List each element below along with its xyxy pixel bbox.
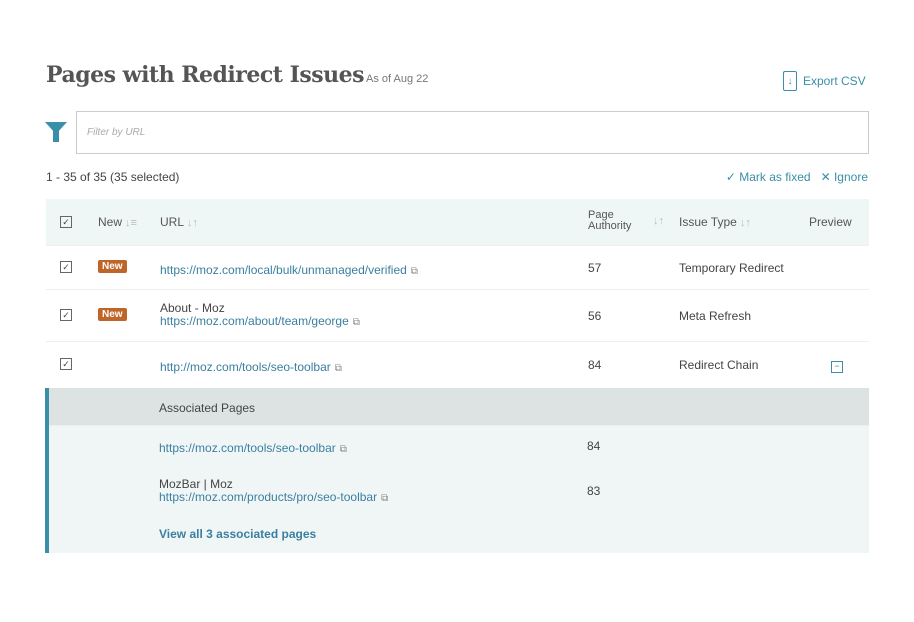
external-link-icon[interactable]: ⧉ xyxy=(334,363,342,374)
page-authority: 83 xyxy=(587,484,601,498)
column-page-authority[interactable]: Page Authority xyxy=(588,209,632,232)
page-authority: 57 xyxy=(588,261,602,275)
page-title: Pages with Redirect Issues xyxy=(46,62,365,88)
page-authority: 84 xyxy=(588,358,602,372)
column-preview: Preview xyxy=(809,215,852,229)
page-title-text: MozBar | Moz xyxy=(159,477,233,491)
column-issue-type[interactable]: Issue Type ↓↑ xyxy=(679,215,751,229)
filter-funnel-icon-stem xyxy=(53,131,59,142)
external-link-icon[interactable]: ⧉ xyxy=(410,266,418,277)
ignore-button[interactable]: ✕ Ignore xyxy=(821,170,868,184)
sort-icon[interactable]: ↓↑ xyxy=(653,215,664,227)
page-authority: 84 xyxy=(587,439,601,453)
new-badge: New xyxy=(98,260,127,273)
new-badge: New xyxy=(98,308,127,321)
mark-as-fixed-label: Mark as fixed xyxy=(739,170,811,184)
sort-icon: ↓↑ xyxy=(187,217,199,229)
export-csv-button[interactable]: ↓ Export CSV xyxy=(783,71,866,91)
collapse-icon[interactable]: − xyxy=(831,361,843,373)
associated-pages-header: Associated Pages xyxy=(49,388,869,426)
result-count: 1 - 35 of 35 (35 selected) xyxy=(46,170,180,184)
url-link[interactable]: https://moz.com/tools/seo-toolbar xyxy=(159,441,336,455)
download-document-icon: ↓ xyxy=(783,71,797,91)
table-row: ✓ New https://moz.com/local/bulk/unmanag… xyxy=(46,246,869,290)
as-of-date: As of Aug 22 xyxy=(366,73,429,85)
check-icon: ✓ xyxy=(725,170,740,184)
associated-pages-panel: Associated Pages https://moz.com/tools/s… xyxy=(45,388,869,553)
url-link[interactable]: https://moz.com/about/team/george xyxy=(160,314,349,328)
row-checkbox[interactable]: ✓ xyxy=(60,261,72,273)
associated-pages-heading: Associated Pages xyxy=(159,401,256,415)
external-link-icon[interactable]: ⧉ xyxy=(339,444,347,455)
close-icon: ✕ xyxy=(820,170,834,184)
row-checkbox[interactable]: ✓ xyxy=(60,309,72,321)
mark-as-fixed-button[interactable]: ✓ Mark as fixed xyxy=(726,170,811,184)
filter-url-input[interactable]: Filter by URL xyxy=(76,111,869,154)
filter-funnel-icon xyxy=(45,122,67,134)
sort-icon: ↓↑ xyxy=(739,217,751,229)
table-header: ✓ New ↓≡ URL ↓↑ Page Authority ↓↑ Issue Ty… xyxy=(46,199,869,246)
row-checkbox[interactable]: ✓ xyxy=(60,358,72,370)
view-all-associated-link[interactable]: View all 3 associated pages xyxy=(159,527,317,541)
filter-placeholder: Filter by URL xyxy=(87,127,146,138)
column-url-label: URL xyxy=(160,215,185,229)
page-authority: 56 xyxy=(588,309,602,323)
table-row: ✓ New About - Moz https://moz.com/about/… xyxy=(46,290,869,342)
column-issue-type-label: Issue Type xyxy=(679,215,737,229)
external-link-icon[interactable]: ⧉ xyxy=(352,317,360,328)
url-link[interactable]: http://moz.com/tools/seo-toolbar xyxy=(160,360,331,374)
issues-table: ✓ New ↓≡ URL ↓↑ Page Authority ↓↑ Issue Ty… xyxy=(45,199,869,553)
url-link[interactable]: https://moz.com/local/bulk/unmanaged/ver… xyxy=(160,263,407,277)
associated-row: MozBar | Moz https://moz.com/products/pr… xyxy=(49,468,869,515)
export-csv-label: Export CSV xyxy=(803,74,866,88)
column-url[interactable]: URL ↓↑ xyxy=(160,215,198,229)
column-new[interactable]: New ↓≡ xyxy=(98,215,137,229)
view-all-row: View all 3 associated pages xyxy=(49,515,869,553)
issue-type: Meta Refresh xyxy=(679,309,752,323)
select-all-checkbox[interactable]: ✓ xyxy=(60,216,72,228)
url-link[interactable]: https://moz.com/products/pro/seo-toolbar xyxy=(159,490,378,504)
issue-type: Temporary Redirect xyxy=(679,261,784,275)
column-new-label: New xyxy=(98,215,123,229)
sort-icon: ↓≡ xyxy=(125,217,137,229)
table-row: ✓ http://moz.com/tools/seo-toolbar ⧉ 84 R… xyxy=(46,342,869,388)
issue-type: Redirect Chain xyxy=(679,358,759,372)
associated-row: https://moz.com/tools/seo-toolbar ⧉ 84 xyxy=(49,426,869,468)
page-title-text: About - Moz xyxy=(160,301,225,315)
ignore-label: Ignore xyxy=(833,170,868,184)
external-link-icon[interactable]: ⧉ xyxy=(381,493,389,504)
